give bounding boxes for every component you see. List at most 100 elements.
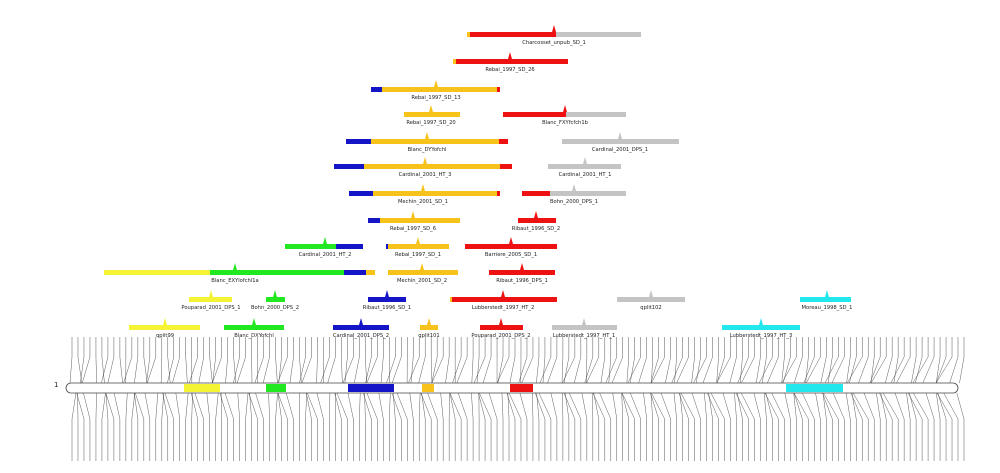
qtl-label: Pouparad_2001_DPS_2 <box>471 333 531 339</box>
marker-connector <box>585 356 588 384</box>
marker-connector <box>592 392 605 420</box>
marker-connector <box>497 356 504 384</box>
marker-connector <box>586 356 599 384</box>
marker-connector <box>82 356 91 384</box>
qtl-peak-marker <box>825 290 829 297</box>
qtl-segment <box>373 191 497 196</box>
marker-connector <box>188 356 198 384</box>
qtl-peak-marker <box>572 184 576 191</box>
qtl-segment <box>334 164 364 169</box>
qtl-peak-marker <box>273 290 277 297</box>
marker-connector <box>473 356 486 384</box>
marker-connector <box>827 356 833 384</box>
marker-connector <box>233 356 237 384</box>
marker-connector <box>815 392 821 420</box>
marker-connector <box>113 392 121 420</box>
marker-connector <box>949 356 959 384</box>
marker-connector <box>959 356 965 384</box>
marker-connector <box>299 356 306 384</box>
marker-connector <box>758 356 773 384</box>
marker-connector <box>863 392 875 420</box>
marker-connector <box>627 356 641 384</box>
marker-connector <box>277 392 288 420</box>
marker-connector <box>519 392 528 420</box>
chromosome-qtl-region <box>510 384 533 392</box>
marker-connector <box>344 356 348 384</box>
qtl-segment <box>364 164 500 169</box>
marker-connector <box>249 392 252 420</box>
qtl-label: Rebai_1997_SD_13 <box>411 95 461 101</box>
qtl-peak-marker <box>411 211 415 218</box>
qtl-label: Bohn_2000_DPS_2 <box>250 305 300 311</box>
marker-connector <box>185 392 189 420</box>
marker-connector <box>850 392 863 420</box>
marker-connector <box>660 392 671 420</box>
marker-connector <box>80 356 85 384</box>
marker-connector <box>289 356 294 384</box>
qtl-label: Ribaut_1996_SD_1 <box>362 305 412 311</box>
marker-connector <box>408 356 420 384</box>
marker-connector <box>820 356 827 384</box>
marker-connector <box>172 356 180 384</box>
qtl-segment <box>382 87 497 92</box>
chromosome-qtl-region <box>184 384 220 392</box>
marker-connector <box>134 356 139 384</box>
qtl-segment <box>453 59 456 64</box>
marker-connector <box>341 356 343 384</box>
marker-connector <box>95 356 97 384</box>
qtl-label: Cardinal_2001_HT_2 <box>298 252 352 258</box>
marker-connector <box>764 392 779 420</box>
chromosome-number: 1 <box>54 381 59 389</box>
qtl-peak-marker <box>233 263 237 270</box>
marker-connector <box>907 392 923 420</box>
qtl-label: Rebai_1997_SD_26 <box>485 67 535 73</box>
marker-connector <box>650 356 659 384</box>
qtl-segment <box>371 139 499 144</box>
qtl-segment <box>722 325 800 330</box>
qtl-segment <box>452 297 557 302</box>
qtl-peak-marker <box>429 105 433 112</box>
marker-connector <box>650 392 653 420</box>
marker-connector <box>562 356 576 384</box>
marker-connector <box>542 356 546 384</box>
marker-connector <box>936 392 941 420</box>
marker-connector <box>831 356 845 384</box>
marker-connector <box>806 356 821 384</box>
qtl-segment <box>285 244 336 249</box>
marker-connector <box>430 356 433 384</box>
marker-connector <box>245 392 249 420</box>
marker-connector <box>175 392 180 420</box>
qtl-segment <box>467 32 470 37</box>
marker-connector <box>716 356 725 384</box>
marker-connector <box>342 356 354 384</box>
marker-connector <box>233 356 240 384</box>
chromosome-qtl-region <box>348 384 394 392</box>
qtl-segment <box>470 32 556 37</box>
marker-connector <box>420 392 432 420</box>
marker-connector <box>894 392 905 420</box>
marker-connector <box>536 392 540 420</box>
marker-connector <box>521 356 534 384</box>
qtl-label: Lubberstedt_1997_HT_2 <box>471 305 535 311</box>
marker-connector <box>870 356 887 384</box>
marker-connector <box>389 392 391 420</box>
marker-connector <box>268 392 270 420</box>
marker-connector <box>440 392 444 420</box>
marker-connector <box>146 356 151 384</box>
qtl-segment <box>465 244 557 249</box>
qtl-segment <box>366 270 375 275</box>
marker-connector <box>449 392 456 420</box>
qtl-segment <box>368 297 406 302</box>
marker-connector <box>366 356 378 384</box>
marker-connector <box>501 392 504 420</box>
qtl-label: qplit102 <box>640 305 662 311</box>
marker-connector <box>599 392 611 420</box>
marker-connector <box>506 392 516 420</box>
marker-connector <box>568 392 582 420</box>
marker-connector <box>316 392 324 420</box>
qtl-segment <box>503 112 566 117</box>
marker-connector <box>305 392 308 420</box>
marker-connector <box>144 392 151 420</box>
marker-connector <box>693 356 707 384</box>
marker-connector <box>847 356 863 384</box>
